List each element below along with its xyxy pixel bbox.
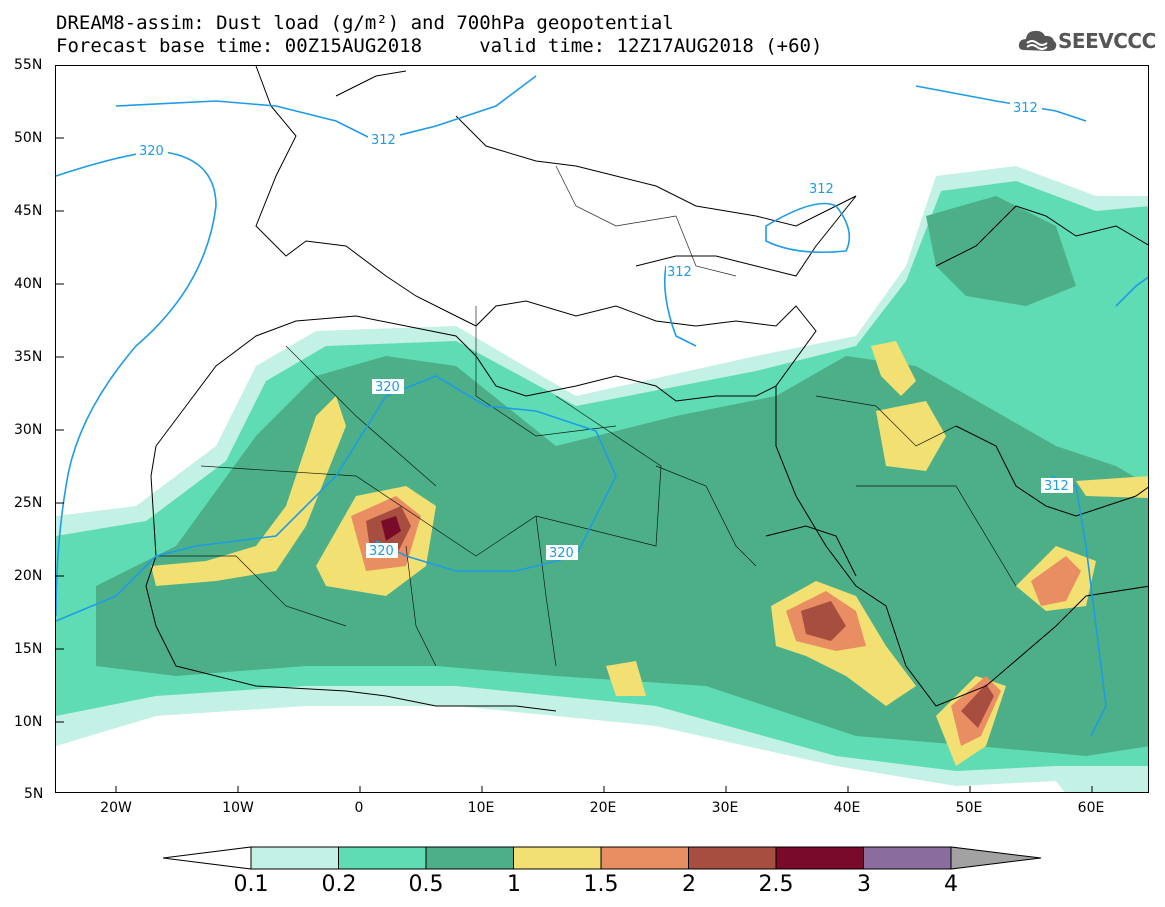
contour-label: 312 — [371, 133, 396, 148]
colorbar-swatch — [250, 846, 339, 870]
contour-label: 320 — [375, 380, 400, 395]
lat-label: 20N — [14, 568, 43, 584]
borders — [156, 165, 1017, 667]
dust-band-2.5 — [381, 516, 401, 541]
colorbar-swatch — [425, 846, 514, 870]
dust-field — [56, 166, 1148, 792]
contour-label: 320 — [369, 544, 394, 559]
lat-label: 40N — [14, 276, 43, 292]
contour-label: 312 — [1044, 479, 1069, 494]
seevccc-logo: SEEVCCC — [1018, 24, 1156, 58]
dust-band-1 — [871, 341, 916, 396]
graticule-ticks — [56, 137, 1093, 792]
coastlines — [145, 66, 1148, 712]
cloud-icon — [1018, 30, 1057, 51]
lat-label: 10N — [14, 714, 43, 730]
contour-label: 312 — [667, 265, 692, 280]
lat-label: 30N — [14, 422, 43, 438]
lon-label: 10E — [467, 800, 495, 816]
lon-label: 30E — [711, 800, 739, 816]
contour-label: 320 — [549, 546, 574, 561]
lat-label: 55N — [14, 57, 43, 73]
map-title: DREAM8-assim: Dust load (g/m²) and 700hP… — [56, 12, 674, 34]
lat-label: 5N — [24, 786, 44, 802]
colorbar-swatch — [775, 846, 864, 870]
colorbar-high-arrow — [950, 846, 1042, 870]
colorbar-label: 0.2 — [321, 872, 357, 897]
dust-band-1 — [876, 401, 946, 471]
colorbar-label: 3 — [857, 872, 871, 897]
map-panel: 320 312 312 320 320 320 312 312 312 — [55, 65, 1149, 793]
colorbar-label: 1.5 — [583, 872, 619, 897]
colorbar-swatch — [513, 846, 602, 870]
colorbar-swatch — [600, 846, 689, 870]
colorbar-label: 0.1 — [233, 872, 269, 897]
dust-band-2 — [801, 601, 846, 641]
lat-label: 50N — [14, 130, 43, 146]
contour-labels: 320 312 312 320 320 320 312 312 312 — [136, 100, 1073, 561]
dust-band-1 — [151, 396, 346, 586]
lon-label: 40E — [833, 800, 861, 816]
colorbar-label: 2.5 — [758, 872, 794, 897]
colorbar-swatch — [688, 846, 777, 870]
lat-label: 15N — [14, 641, 43, 657]
lat-label: 35N — [14, 349, 43, 365]
colorbar-label: 4 — [944, 872, 958, 897]
dust-band-0.5 — [926, 196, 1076, 306]
dust-band-2 — [961, 684, 994, 728]
map-subtitle: Forecast base time: 00Z15AUG2018 valid t… — [56, 35, 823, 57]
contour-label: 320 — [139, 144, 164, 159]
colorbar-swatch — [338, 846, 427, 870]
colorbar — [162, 843, 1043, 873]
dust-band-1 — [606, 661, 646, 696]
lon-label: 10W — [222, 800, 254, 816]
dust-band-1.5 — [1031, 556, 1081, 606]
contour-label: 312 — [1013, 101, 1038, 116]
contour-label: 312 — [809, 182, 834, 197]
colorbar-swatch — [863, 846, 952, 870]
lon-label: 50E — [955, 800, 983, 816]
colorbar-label: 2 — [682, 872, 696, 897]
logo-text: SEEVCCC — [1058, 29, 1156, 53]
lon-label: 20W — [100, 800, 132, 816]
lat-label: 25N — [14, 495, 43, 511]
colorbar-low-arrow — [162, 846, 252, 870]
colorbar-label: 1 — [507, 872, 521, 897]
lon-label: 0 — [354, 800, 364, 816]
dust-band-1 — [1076, 476, 1148, 498]
lon-label: 60E — [1077, 800, 1105, 816]
colorbar-label: 0.5 — [408, 872, 444, 897]
lat-label: 45N — [14, 203, 43, 219]
lon-label: 20E — [589, 800, 617, 816]
